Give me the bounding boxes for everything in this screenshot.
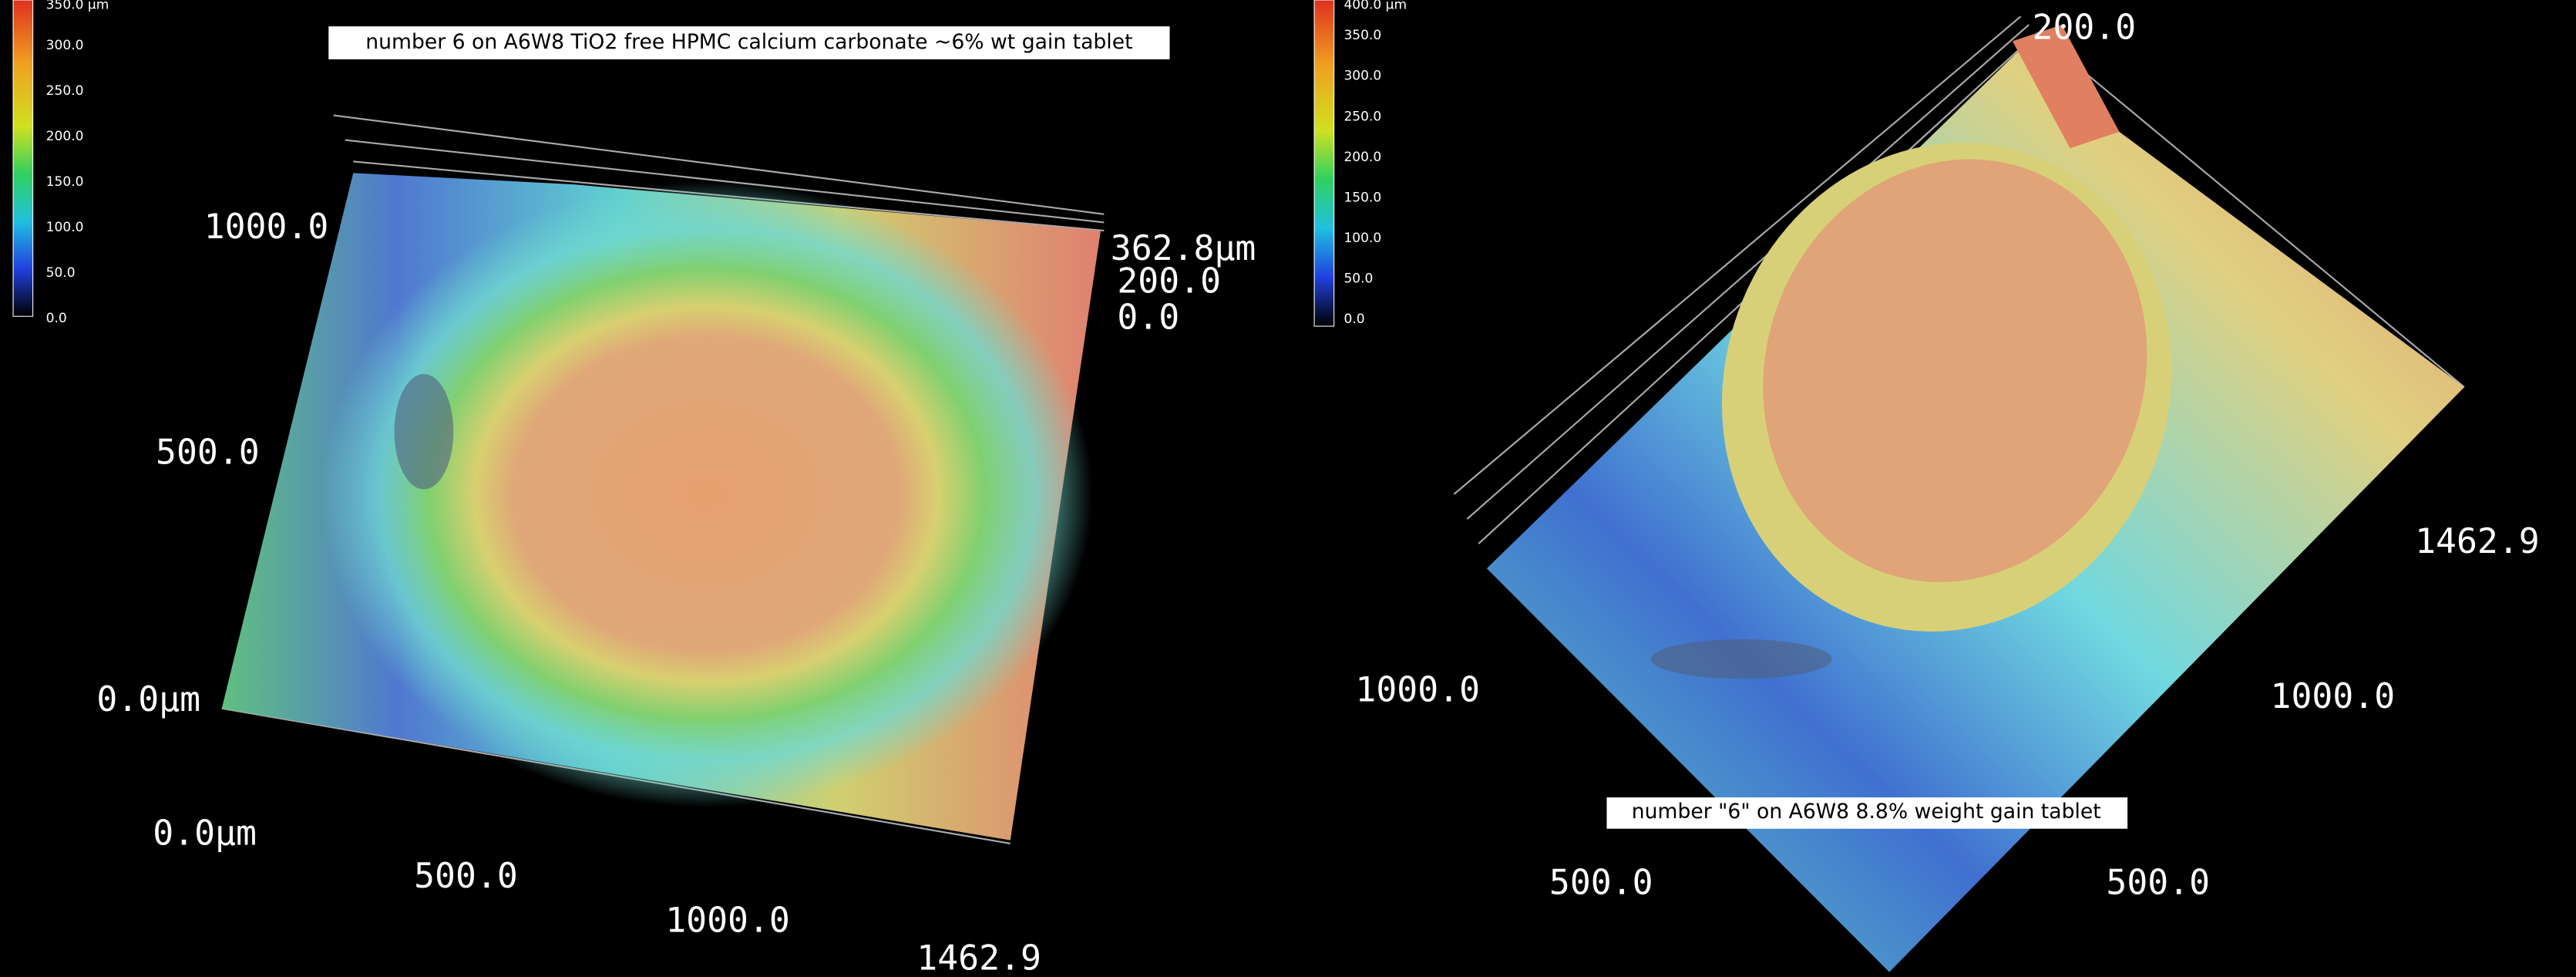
axis-label: 1000.0 [665, 899, 790, 940]
color-bar-label: 300.0 [1343, 69, 1381, 84]
color-bar-label: 0.0 [46, 311, 67, 326]
color-bar-label: 300.0 [46, 38, 84, 53]
color-bar-label: 0.0 [1343, 312, 1364, 327]
defect [394, 374, 454, 490]
color-bar-label: 150.0 [46, 174, 84, 190]
frame-lines [1453, 15, 2465, 544]
caption: number 6 on A6W8 TiO2 free HPMC calcium … [365, 30, 1132, 54]
axis-label: 200.0 [2033, 6, 2137, 47]
axis-label: 500.0 [2106, 861, 2210, 902]
tablet-top [1763, 159, 2147, 582]
caption: number "6" on A6W8 8.8% weight gain tabl… [1632, 800, 2101, 824]
color-bar-label: 50.0 [1343, 271, 1373, 286]
color-bar-label: 200.0 [46, 129, 84, 144]
axis-label: 1462.9 [2415, 521, 2540, 561]
color-bar-label: 50.0 [46, 265, 76, 281]
axis-label: 500.0 [1549, 861, 1653, 902]
axis-label: 0.0 [1117, 296, 1179, 337]
color-bar-label: 400.0 µm [1343, 0, 1407, 12]
right-panel [1313, 0, 2465, 972]
color-bar-label: 100.0 [46, 220, 84, 235]
axis-label: 200.0 [1117, 260, 1221, 301]
axis-label: 0.0µm [153, 812, 257, 853]
caption-box [328, 26, 1170, 59]
color-bar-label: 350.0 [1343, 28, 1381, 43]
axis-label: 1000.0 [1355, 669, 1480, 709]
color-bar-label: 350.0 µm [46, 0, 109, 12]
color-bar-label: 200.0 [1343, 150, 1381, 165]
axis-label: 1000.0 [2271, 675, 2396, 716]
axis-label: 500.0 [156, 432, 260, 473]
axis-label: 500.0 [414, 855, 518, 896]
axis-label: 0.0µm [96, 679, 200, 719]
tablet-dome [320, 181, 1093, 807]
color-bar [1313, 0, 1335, 327]
axis-label: 1000.0 [204, 206, 329, 247]
color-bar-label: 100.0 [1343, 231, 1381, 246]
caption-box [1606, 797, 2128, 829]
axis-label: 362.8µm [1111, 227, 1256, 268]
color-bar-label: 150.0 [1343, 190, 1381, 205]
axis-label: 1462.9 [916, 938, 1041, 977]
color-bar-label: 250.0 [46, 83, 84, 99]
defect [1651, 638, 1832, 679]
color-bar [12, 0, 34, 317]
left-panel [12, 0, 1170, 844]
ridge [2012, 25, 2120, 149]
color-bar-label: 250.0 [1343, 109, 1381, 124]
